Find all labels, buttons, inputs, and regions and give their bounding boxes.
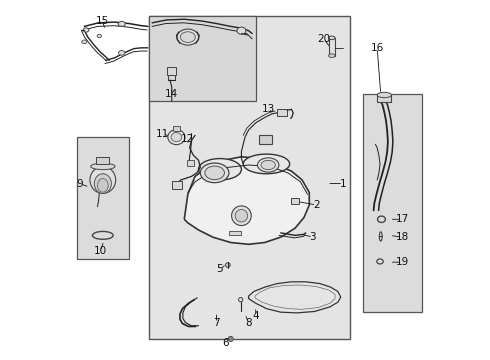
Ellipse shape bbox=[91, 163, 115, 170]
Bar bbox=[148, 16, 256, 102]
Text: 1: 1 bbox=[340, 179, 346, 189]
Ellipse shape bbox=[90, 167, 116, 193]
Bar bbox=[291, 198, 299, 204]
Ellipse shape bbox=[177, 29, 198, 45]
Ellipse shape bbox=[98, 179, 108, 192]
Bar bbox=[259, 135, 272, 144]
Ellipse shape bbox=[118, 21, 125, 26]
Ellipse shape bbox=[83, 28, 89, 32]
Ellipse shape bbox=[329, 54, 335, 58]
Ellipse shape bbox=[198, 158, 242, 180]
Text: 7: 7 bbox=[213, 318, 220, 328]
Ellipse shape bbox=[261, 160, 275, 170]
Text: 9: 9 bbox=[76, 179, 83, 189]
Ellipse shape bbox=[200, 163, 229, 183]
Bar bbox=[277, 109, 287, 116]
Text: 3: 3 bbox=[310, 232, 316, 242]
Ellipse shape bbox=[237, 27, 246, 34]
Text: 15: 15 bbox=[96, 16, 109, 26]
Ellipse shape bbox=[243, 154, 290, 174]
Ellipse shape bbox=[228, 337, 233, 342]
Bar bbox=[97, 157, 109, 164]
Ellipse shape bbox=[168, 130, 185, 145]
Text: 5: 5 bbox=[217, 264, 223, 274]
Ellipse shape bbox=[94, 174, 111, 193]
Text: 14: 14 bbox=[165, 89, 178, 99]
Text: 16: 16 bbox=[370, 43, 384, 53]
Text: 13: 13 bbox=[262, 104, 275, 113]
Text: 19: 19 bbox=[395, 257, 409, 267]
Bar bbox=[329, 38, 335, 56]
Bar bbox=[363, 94, 422, 312]
Ellipse shape bbox=[180, 32, 196, 42]
Text: 17: 17 bbox=[395, 214, 409, 224]
Text: 11: 11 bbox=[156, 129, 170, 139]
Ellipse shape bbox=[225, 263, 230, 267]
Text: 8: 8 bbox=[245, 318, 252, 328]
Bar bbox=[229, 231, 242, 235]
Bar bbox=[377, 95, 392, 102]
Text: 4: 4 bbox=[252, 311, 259, 321]
Ellipse shape bbox=[82, 40, 87, 44]
Text: 6: 6 bbox=[222, 338, 229, 347]
Ellipse shape bbox=[97, 34, 101, 38]
Ellipse shape bbox=[232, 206, 251, 226]
Ellipse shape bbox=[119, 50, 125, 55]
Bar bbox=[148, 16, 350, 339]
Bar bbox=[167, 67, 176, 75]
PathPatch shape bbox=[184, 157, 309, 244]
Text: 10: 10 bbox=[94, 247, 107, 256]
Bar bbox=[173, 126, 180, 131]
Text: 20: 20 bbox=[317, 34, 330, 44]
Bar bbox=[187, 160, 194, 166]
Ellipse shape bbox=[229, 338, 232, 340]
Ellipse shape bbox=[379, 232, 382, 241]
Text: 12: 12 bbox=[181, 134, 195, 144]
PathPatch shape bbox=[248, 282, 341, 313]
Ellipse shape bbox=[239, 297, 243, 302]
Ellipse shape bbox=[377, 92, 392, 98]
Bar bbox=[172, 181, 182, 189]
Bar bbox=[77, 137, 129, 258]
Ellipse shape bbox=[205, 166, 224, 180]
Ellipse shape bbox=[171, 132, 182, 142]
Ellipse shape bbox=[235, 210, 247, 222]
Ellipse shape bbox=[258, 158, 279, 172]
Text: 2: 2 bbox=[313, 200, 320, 210]
Ellipse shape bbox=[329, 36, 335, 40]
Text: 18: 18 bbox=[395, 232, 409, 242]
